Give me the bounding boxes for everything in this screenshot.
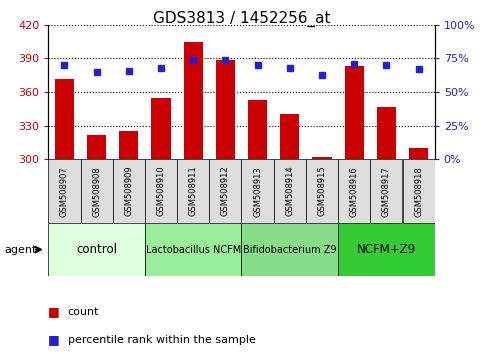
Bar — [274, 159, 306, 223]
Bar — [338, 159, 370, 223]
Bar — [119, 131, 139, 159]
Bar — [338, 223, 435, 276]
Bar — [87, 135, 106, 159]
Text: Bifidobacterium Z9: Bifidobacterium Z9 — [243, 245, 337, 255]
Text: ■: ■ — [48, 333, 60, 346]
Bar — [344, 66, 364, 159]
Bar — [409, 148, 428, 159]
Text: count: count — [68, 307, 99, 316]
Bar — [248, 100, 267, 159]
Text: GSM508908: GSM508908 — [92, 166, 101, 217]
Bar — [377, 107, 396, 159]
Text: GSM508912: GSM508912 — [221, 166, 230, 217]
Bar — [113, 159, 145, 223]
Text: GSM508914: GSM508914 — [285, 166, 294, 217]
Text: NCFM+Z9: NCFM+Z9 — [357, 243, 416, 256]
Bar — [402, 159, 435, 223]
Bar — [306, 159, 338, 223]
Bar — [151, 98, 170, 159]
Text: GSM508910: GSM508910 — [156, 166, 166, 217]
Text: GSM508909: GSM508909 — [124, 166, 133, 217]
Bar — [370, 159, 402, 223]
Bar — [48, 159, 81, 223]
Bar — [242, 223, 338, 276]
Text: GSM508915: GSM508915 — [317, 166, 327, 217]
Bar — [280, 114, 299, 159]
Bar — [81, 159, 113, 223]
Bar — [209, 159, 242, 223]
Text: GSM508916: GSM508916 — [350, 166, 359, 217]
Bar — [216, 59, 235, 159]
Text: agent: agent — [5, 245, 37, 255]
Bar — [242, 159, 274, 223]
Bar — [145, 159, 177, 223]
Text: control: control — [76, 243, 117, 256]
Bar — [177, 159, 209, 223]
Bar — [48, 223, 145, 276]
Text: GSM508918: GSM508918 — [414, 166, 423, 217]
Text: ■: ■ — [48, 305, 60, 318]
Text: percentile rank within the sample: percentile rank within the sample — [68, 335, 256, 345]
Text: GSM508917: GSM508917 — [382, 166, 391, 217]
Bar — [313, 157, 332, 159]
Text: GDS3813 / 1452256_at: GDS3813 / 1452256_at — [153, 11, 330, 27]
Bar — [184, 41, 203, 159]
Bar — [145, 223, 242, 276]
Text: GSM508907: GSM508907 — [60, 166, 69, 217]
Text: GSM508911: GSM508911 — [189, 166, 198, 217]
Bar — [55, 79, 74, 159]
Text: GSM508913: GSM508913 — [253, 166, 262, 217]
Text: Lactobacillus NCFM: Lactobacillus NCFM — [145, 245, 241, 255]
